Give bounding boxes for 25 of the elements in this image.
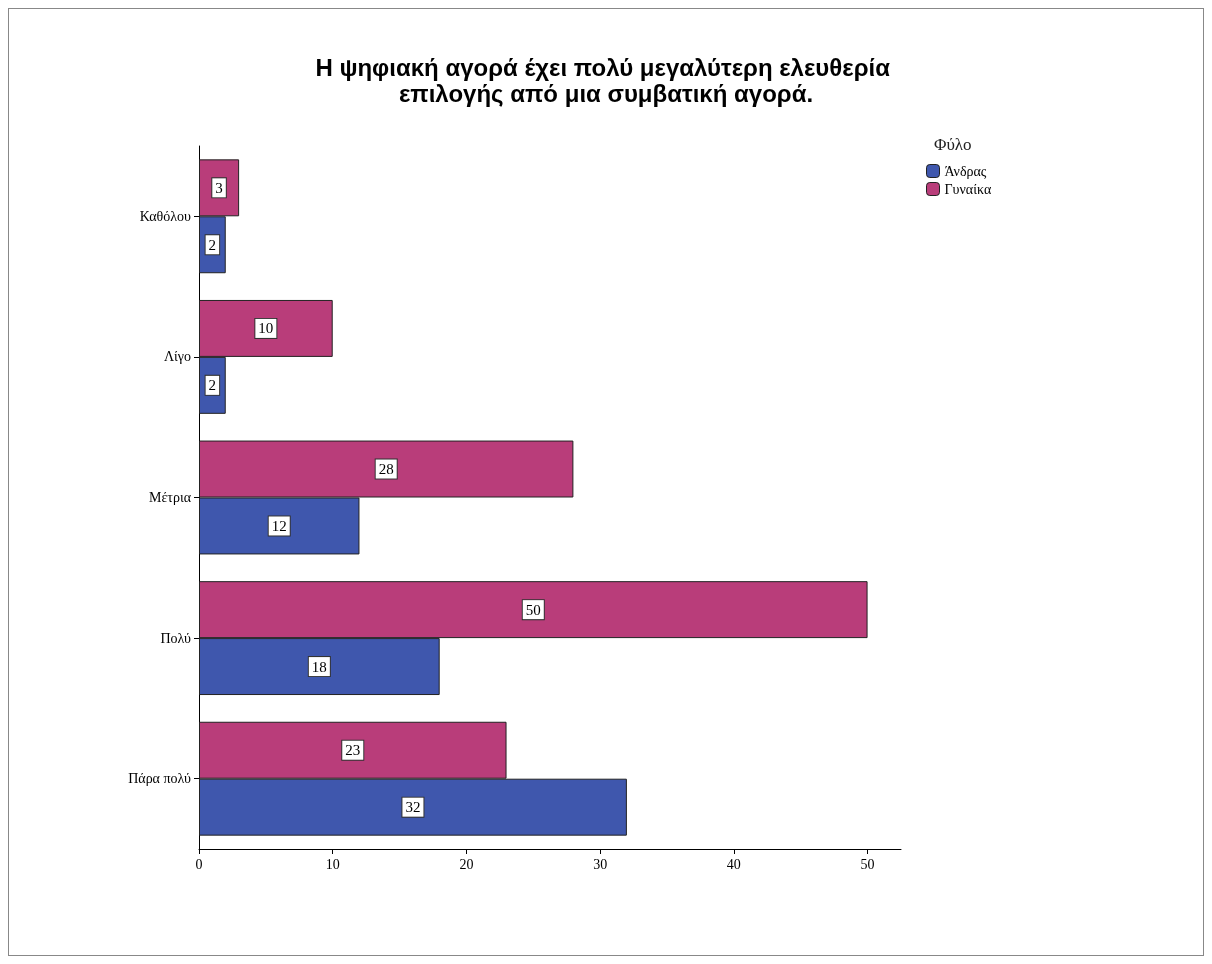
chart-title: Η ψηφιακή αγορά έχει πολύ μεγαλύτερη ελευθερία επιλογής από μια συμβατική αγορά. xyxy=(315,53,897,107)
x-tick-label: 10 xyxy=(325,856,340,872)
x-tick-label: 40 xyxy=(726,856,741,872)
legend-label: Γυναίκα xyxy=(944,181,992,197)
y-tick-label: Πολύ xyxy=(160,630,192,646)
data-label: 28 xyxy=(378,461,394,478)
data-label: 2 xyxy=(208,377,217,394)
x-tick-label: 50 xyxy=(860,856,875,872)
legend-title: Φύλο xyxy=(934,135,972,154)
data-label: 12 xyxy=(271,517,287,534)
y-tick-label: Λίγο xyxy=(163,349,191,365)
data-label: 3 xyxy=(215,179,223,196)
x-tick-label: 0 xyxy=(195,856,203,872)
legend-label: Άνδρας xyxy=(944,163,987,179)
data-label: 32 xyxy=(405,799,421,816)
data-label: 23 xyxy=(345,742,361,759)
y-tick-label: Πάρα πολύ xyxy=(128,771,192,787)
data-label: 10 xyxy=(258,320,274,337)
data-label: 50 xyxy=(525,601,541,618)
data-label: 2 xyxy=(208,236,217,253)
data-label: 18 xyxy=(311,658,327,675)
y-tick-label: Μέτρια xyxy=(148,490,192,505)
y-tick-label: Καθόλου xyxy=(139,208,192,224)
x-tick-label: 30 xyxy=(593,856,608,872)
x-tick-label: 20 xyxy=(459,856,474,872)
